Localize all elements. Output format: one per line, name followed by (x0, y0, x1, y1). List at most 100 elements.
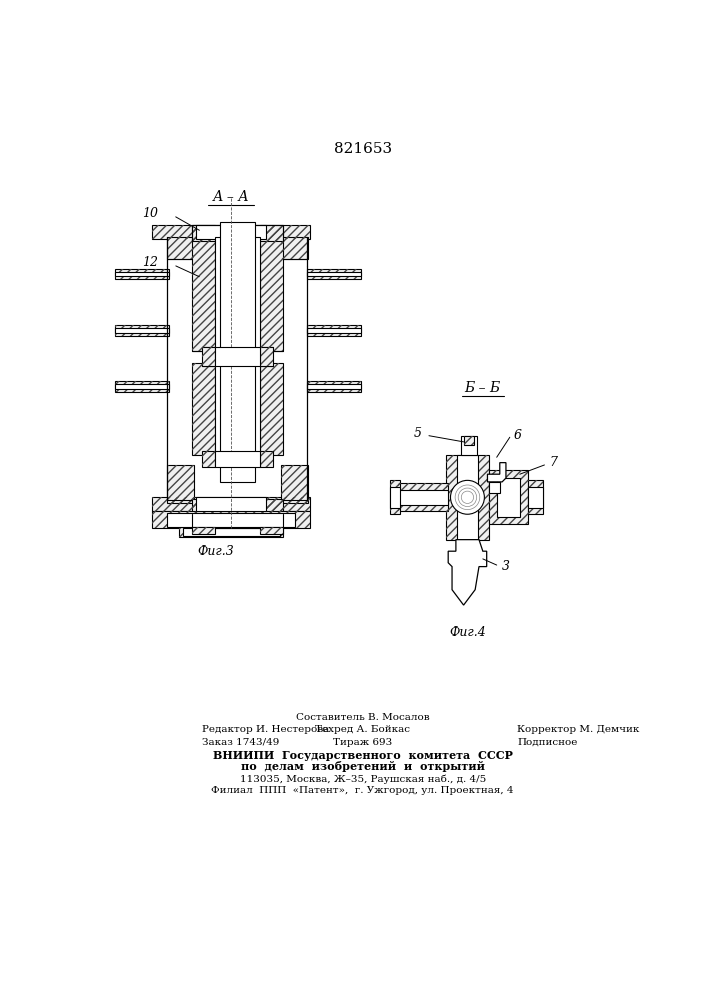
Bar (179, 527, 284, 537)
Circle shape (450, 480, 484, 514)
Bar (259, 363, 283, 455)
Bar (152, 225, 310, 239)
Bar (192, 225, 215, 241)
Bar (192, 239, 215, 351)
Bar (527, 480, 543, 514)
Text: 10: 10 (142, 207, 158, 220)
Bar (201, 451, 215, 466)
Bar (390, 487, 399, 508)
Bar (197, 497, 266, 511)
Bar (489, 470, 527, 524)
Bar (201, 451, 215, 466)
Bar (308, 328, 361, 333)
Text: Б – Б: Б – Б (464, 381, 501, 395)
Bar (192, 499, 215, 514)
Bar (457, 455, 478, 540)
Bar (461, 436, 477, 455)
Bar (192, 363, 215, 455)
Bar (167, 237, 194, 259)
Bar (390, 480, 399, 514)
Bar (167, 465, 194, 503)
Bar (115, 325, 169, 336)
Bar (464, 436, 474, 445)
Bar (398, 483, 448, 511)
Bar (115, 381, 169, 392)
Bar (464, 436, 474, 445)
Text: 113035, Москва, Ж–35, Раушская наб., д. 4/5: 113035, Москва, Ж–35, Раушская наб., д. … (240, 774, 486, 784)
Bar (215, 347, 259, 366)
Bar (527, 487, 543, 508)
Bar (308, 272, 361, 276)
Bar (281, 237, 308, 259)
Bar (259, 451, 273, 466)
Text: 7: 7 (549, 456, 558, 469)
Bar (390, 480, 399, 514)
Text: 6: 6 (513, 429, 522, 442)
Bar (308, 269, 361, 279)
Bar (219, 222, 255, 482)
Bar (398, 483, 448, 511)
Bar (215, 237, 259, 351)
Bar (489, 470, 527, 524)
Bar (152, 511, 310, 528)
Bar (308, 269, 361, 279)
Text: 3: 3 (502, 560, 510, 573)
Bar (398, 490, 448, 505)
Bar (259, 499, 283, 514)
Bar (152, 497, 310, 511)
Bar (201, 347, 215, 366)
Bar (259, 225, 283, 241)
Bar (308, 325, 361, 336)
Bar (259, 239, 283, 351)
Text: Фиг.4: Фиг.4 (449, 626, 486, 639)
Polygon shape (487, 463, 506, 482)
Polygon shape (448, 540, 486, 605)
Bar (182, 528, 279, 536)
Bar (192, 499, 215, 514)
Bar (259, 527, 283, 534)
Bar (259, 451, 273, 466)
Text: 821653: 821653 (334, 142, 392, 156)
Bar (281, 465, 308, 503)
Bar (281, 237, 308, 259)
Bar (115, 328, 169, 333)
Bar (115, 384, 169, 389)
Bar (192, 225, 215, 241)
Bar (167, 465, 194, 503)
Text: Корректор М. Демчик: Корректор М. Демчик (518, 725, 640, 734)
Bar (281, 465, 308, 503)
Bar (259, 347, 273, 366)
Bar (259, 239, 283, 351)
Bar (446, 455, 489, 540)
Bar (259, 363, 283, 455)
Bar (115, 381, 169, 392)
Bar (497, 478, 520, 517)
Bar (152, 497, 310, 511)
Text: Фиг.3: Фиг.3 (197, 545, 234, 558)
Bar (215, 451, 259, 466)
Bar (192, 527, 215, 534)
Bar (259, 347, 273, 366)
Bar (308, 325, 361, 336)
Bar (527, 480, 543, 514)
Bar (192, 363, 215, 455)
Text: Составитель В. Мосалов: Составитель В. Мосалов (296, 713, 430, 722)
Text: Техред А. Бойкас: Техред А. Бойкас (315, 725, 410, 734)
Bar (115, 325, 169, 336)
Bar (115, 269, 169, 279)
Bar (167, 513, 295, 527)
Bar (489, 482, 500, 493)
Bar (152, 225, 310, 239)
Bar (259, 499, 283, 514)
Text: по  делам  изобретений  и  открытий: по делам изобретений и открытий (240, 761, 485, 772)
Bar (115, 269, 169, 279)
Text: Редактор И. Нестерова: Редактор И. Нестерова (201, 725, 329, 734)
Bar (308, 384, 361, 389)
Bar (215, 363, 259, 455)
Bar (179, 527, 284, 537)
Bar (308, 381, 361, 392)
Bar (197, 225, 266, 239)
Bar (201, 347, 215, 366)
Bar (192, 527, 215, 534)
Text: Подписное: Подписное (518, 738, 578, 747)
